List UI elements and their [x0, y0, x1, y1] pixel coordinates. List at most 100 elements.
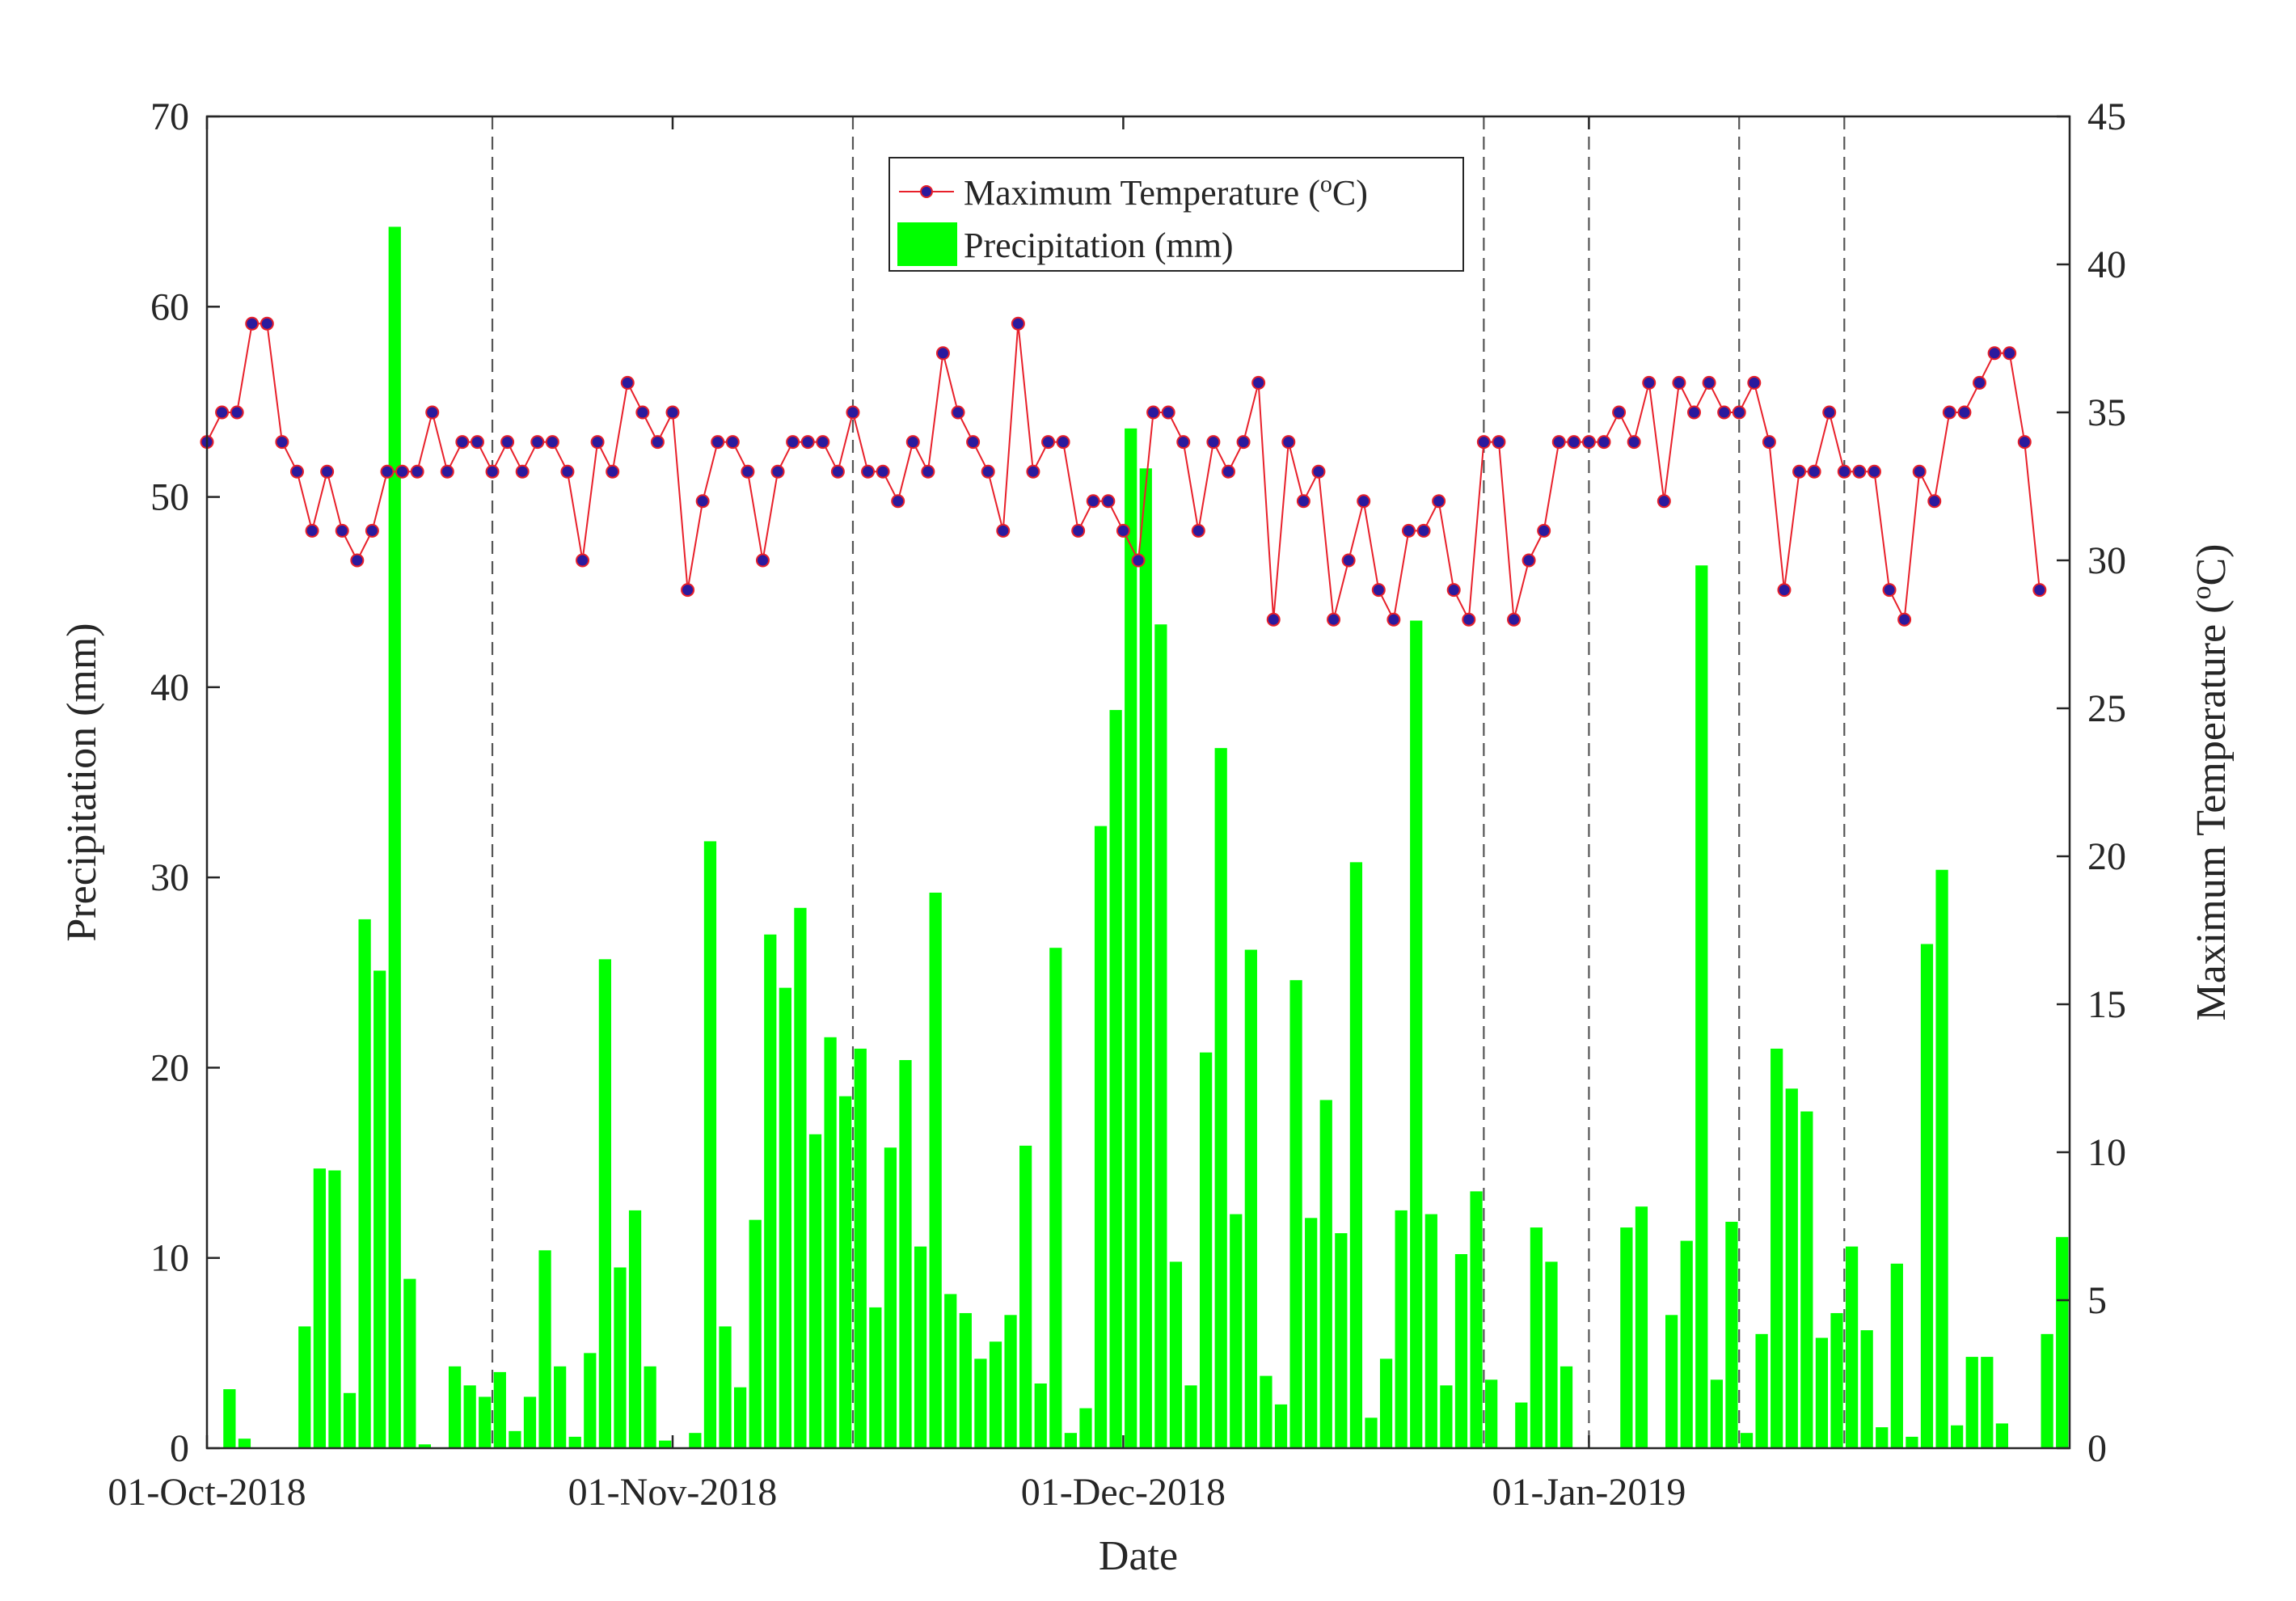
temperature-point — [1462, 612, 1476, 627]
x-tick-label: 01-Oct-2018 — [108, 1471, 306, 1514]
temperature-point — [786, 435, 800, 450]
precipitation-bar — [1876, 1427, 1889, 1448]
precipitation-bar — [1545, 1261, 1558, 1448]
y-axis-right-title: Maximum Temperature (oC) — [2187, 543, 2235, 1020]
temperature-point — [350, 553, 365, 568]
temperature-point — [410, 464, 424, 479]
precipitation-bar — [493, 1371, 506, 1448]
temperature-point — [1101, 494, 1116, 509]
temperature-point — [260, 316, 274, 331]
precipitation-bar — [479, 1396, 492, 1448]
temperature-point — [711, 435, 725, 450]
plot-frame — [205, 115, 2071, 1450]
temperature-point — [470, 435, 484, 450]
x-tick-label: 01-Nov-2018 — [568, 1471, 778, 1514]
precipitation-bar — [374, 970, 386, 1448]
precipitation-bar — [538, 1250, 551, 1448]
precipitation-bar — [1079, 1408, 1092, 1448]
precipitation-bar — [1515, 1402, 1528, 1448]
precipitation-bar — [1335, 1233, 1348, 1448]
precipitation-bar — [614, 1267, 627, 1448]
precipitation-bar — [703, 841, 717, 1448]
precipitation-bar — [1289, 980, 1302, 1448]
legend-temperature-label-sup: o — [1320, 171, 1332, 197]
temperature-point — [1476, 435, 1491, 450]
precipitation-bar — [1740, 1433, 1754, 1448]
temperature-point — [1942, 405, 1956, 420]
temperature-point — [1912, 464, 1927, 479]
temperature-point — [440, 464, 454, 479]
temperature-point — [365, 523, 379, 538]
temperature-point — [395, 464, 410, 479]
y-right-tick-label: 15 — [2087, 983, 2126, 1026]
y-axis-right-title-tail: C) — [2188, 543, 2235, 585]
precipitation-bar — [1184, 1385, 1197, 1448]
precipitation-bar — [1785, 1088, 1798, 1448]
temperature-point — [1161, 405, 1175, 420]
precipitation-bar — [1365, 1417, 1378, 1448]
precipitation-bar — [1319, 1100, 1332, 1448]
temperature-point — [755, 553, 770, 568]
precipitation-bar — [403, 1278, 416, 1448]
temperature-point — [1281, 435, 1296, 450]
temperature-point — [1131, 553, 1146, 568]
precipitation-bar — [238, 1438, 251, 1448]
precipitation-bar — [764, 934, 777, 1448]
precipitation-bar — [1695, 565, 1708, 1448]
precipitation-bar — [1620, 1227, 1633, 1448]
precipitation-bar — [899, 1060, 912, 1448]
legend-precipitation-label: Precipitation (mm) — [964, 226, 1234, 265]
temperature-point — [725, 435, 740, 450]
temperature-markers — [200, 316, 2047, 627]
temperature-point — [289, 464, 304, 479]
temperature-point — [1116, 523, 1130, 538]
precipitation-bar — [1815, 1337, 1829, 1448]
precipitation-bar — [523, 1396, 537, 1448]
legend-bar-swatch — [897, 222, 957, 266]
temperature-point — [1957, 405, 1972, 420]
temperature-point — [1537, 523, 1551, 538]
temperature-point — [951, 405, 965, 420]
temperature-point — [1386, 612, 1401, 627]
precipitation-bar — [1424, 1214, 1437, 1448]
temperature-point — [1897, 612, 1912, 627]
temperature-point — [876, 464, 890, 479]
temperature-point — [1056, 435, 1070, 450]
temperature-point — [1822, 405, 1837, 420]
temperature-point — [2032, 583, 2047, 598]
temperature-point — [576, 553, 590, 568]
temperature-point — [1867, 464, 1881, 479]
temperature-point — [1296, 494, 1310, 509]
temperature-point — [1581, 435, 1596, 450]
temperature-point — [921, 464, 935, 479]
precipitation-bar — [509, 1430, 521, 1448]
temperature-point — [905, 435, 920, 450]
precipitation-bar — [628, 1210, 642, 1448]
precipitation-bar — [1665, 1315, 1678, 1448]
precipitation-bar — [1470, 1191, 1483, 1448]
precipitation-bar — [223, 1389, 236, 1448]
temperature-point — [770, 464, 785, 479]
precipitation-bar — [1890, 1263, 1903, 1448]
temperature-point — [320, 464, 335, 479]
precipitation-bar — [328, 1170, 341, 1448]
temperature-point — [1807, 464, 1821, 479]
temperature-point — [275, 435, 289, 450]
precipitation-bar — [644, 1366, 656, 1448]
temperature-point — [665, 405, 680, 420]
y-left-tick-label: 30 — [150, 856, 189, 899]
temperature-point — [230, 405, 244, 420]
precipitation-bar — [1680, 1240, 1693, 1448]
precipitation-bar — [733, 1387, 747, 1448]
temperature-point — [1627, 435, 1641, 450]
precipitation-bar — [1845, 1246, 1859, 1448]
x-axis-title: Date — [1099, 1533, 1178, 1579]
precipitation-bar — [1530, 1227, 1543, 1448]
temperature-point — [380, 464, 395, 479]
precipitation-bar — [418, 1444, 432, 1448]
precipitation-bar — [944, 1294, 957, 1448]
temperature-point — [1416, 523, 1431, 538]
precipitation-bar — [959, 1312, 972, 1448]
precipitation-bar — [869, 1307, 882, 1448]
temperature-point — [1612, 405, 1627, 420]
